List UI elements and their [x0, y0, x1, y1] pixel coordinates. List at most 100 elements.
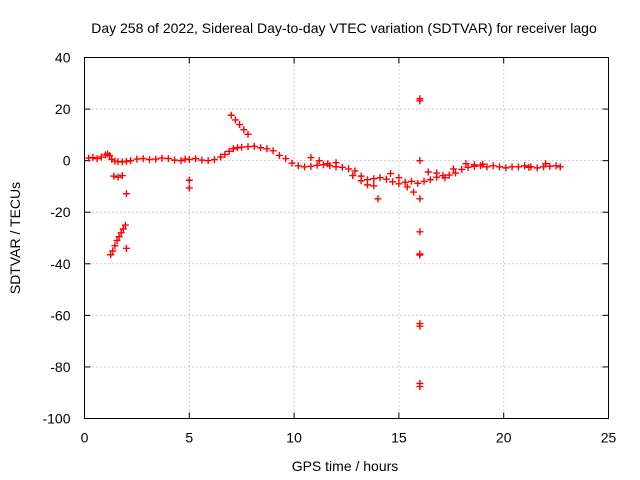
y-axis-label: SDTVAR / TECUs	[7, 182, 23, 294]
data-point	[521, 162, 529, 170]
data-point	[227, 111, 235, 119]
data-point	[349, 172, 357, 180]
data-point	[93, 155, 101, 163]
data-point	[319, 161, 327, 169]
data-point	[307, 162, 315, 170]
axis-ticks	[84, 57, 609, 419]
data-point	[496, 163, 504, 171]
data-point	[416, 228, 424, 236]
x-tick-label: 15	[391, 430, 407, 446]
data-point	[395, 180, 403, 188]
data-point	[462, 160, 470, 168]
data-point	[502, 164, 510, 172]
data-point	[89, 154, 97, 162]
data-point	[177, 157, 185, 165]
data-point	[204, 157, 212, 165]
data-point	[171, 156, 179, 164]
data-point	[106, 151, 114, 159]
data-point	[301, 163, 309, 171]
data-point	[451, 169, 459, 177]
data-point	[374, 195, 382, 203]
data-point	[445, 171, 453, 179]
data-point	[127, 157, 135, 165]
data-point	[198, 156, 206, 164]
data-point	[370, 182, 378, 190]
data-point	[332, 159, 340, 167]
data-point	[117, 229, 125, 237]
data-point	[542, 160, 550, 168]
data-point	[416, 383, 424, 391]
data-point	[288, 159, 296, 167]
data-point	[210, 156, 218, 164]
data-point	[114, 173, 122, 181]
data-point	[508, 163, 516, 171]
data-point	[552, 162, 560, 170]
data-point	[121, 221, 129, 229]
data-point	[307, 154, 315, 162]
data-point	[416, 322, 424, 330]
x-tick-label: 20	[496, 430, 512, 446]
data-point	[441, 174, 449, 182]
data-point	[240, 126, 248, 134]
y-tick-label: 0	[63, 153, 71, 169]
data-point	[416, 195, 424, 203]
data-point	[145, 156, 153, 164]
data-point	[433, 169, 441, 177]
data-point	[426, 176, 434, 184]
data-point	[229, 145, 237, 153]
data-point	[185, 184, 193, 192]
data-point	[118, 172, 126, 180]
plot-frame	[84, 57, 609, 419]
data-point	[357, 177, 365, 185]
data-point	[389, 178, 397, 186]
chart-title: Day 258 of 2022, Sidereal Day-to-day VTE…	[91, 20, 597, 36]
data-point	[514, 163, 522, 171]
y-tick-label: 20	[55, 101, 71, 117]
data-point	[236, 121, 244, 129]
data-point	[294, 162, 302, 170]
data-point	[556, 163, 564, 171]
data-point	[231, 116, 239, 124]
data-point	[185, 176, 193, 184]
x-tick-label: 25	[601, 430, 617, 446]
data-point	[533, 164, 541, 172]
data-point	[395, 174, 403, 182]
data-point	[152, 155, 160, 163]
y-tick-label: -40	[50, 256, 70, 272]
data-point	[250, 142, 258, 150]
data-point	[110, 172, 118, 180]
data-point	[420, 177, 428, 185]
data-point	[111, 242, 119, 250]
data-point	[139, 155, 147, 163]
data-point	[416, 157, 424, 165]
data-point	[275, 151, 283, 159]
data-point	[376, 174, 384, 182]
data-point	[244, 143, 252, 151]
data-point	[401, 178, 409, 186]
data-point	[315, 157, 323, 165]
x-tick-label: 10	[286, 430, 302, 446]
data-point	[269, 147, 277, 155]
data-point	[107, 251, 115, 259]
x-tick-label: 0	[81, 430, 89, 446]
x-axis-label: GPS time / hours	[292, 458, 399, 474]
gridlines	[84, 57, 609, 419]
data-point	[525, 163, 533, 171]
data-point	[382, 175, 390, 183]
data-point	[449, 165, 457, 173]
data-point	[479, 160, 487, 168]
data-point	[282, 155, 290, 163]
data-point	[313, 161, 321, 169]
data-point	[122, 190, 130, 198]
data-point	[458, 165, 466, 173]
data-point	[238, 143, 246, 151]
data-point	[416, 251, 424, 259]
data-point	[387, 170, 395, 178]
data-point	[403, 183, 411, 191]
data-point	[363, 181, 371, 189]
data-point	[221, 150, 229, 158]
data-point	[164, 155, 172, 163]
y-tick-label: -100	[42, 411, 70, 427]
data-point	[546, 162, 554, 170]
